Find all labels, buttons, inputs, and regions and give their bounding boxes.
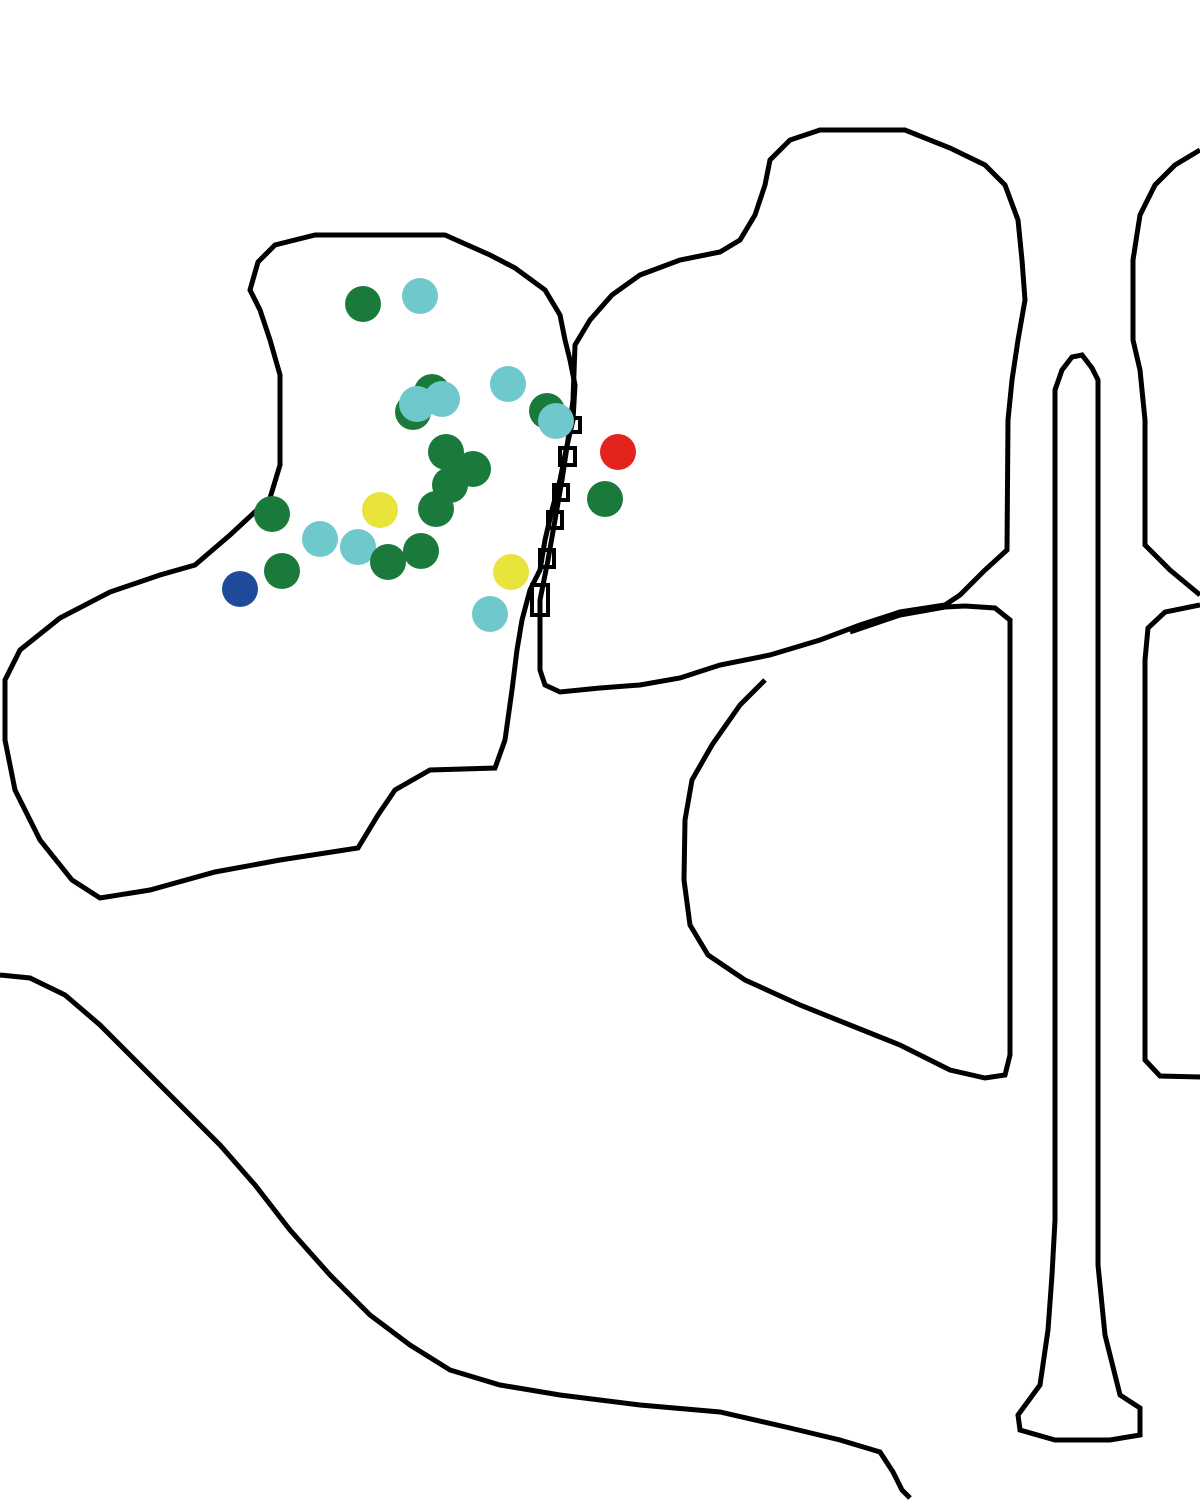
bottom-boundary-outline: [0, 972, 912, 1500]
seam-notches: [530, 416, 582, 617]
dark-green-marker: [345, 286, 381, 322]
dark-green-marker: [254, 496, 290, 532]
marker-layer: [222, 278, 636, 632]
far-right-lobe-outline: [1130, 147, 1200, 597]
light-cyan-marker: [538, 403, 574, 439]
far-right-lower-lobe-outline: [1142, 602, 1200, 1080]
dark-green-marker: [418, 491, 454, 527]
dark-green-marker: [428, 434, 464, 470]
light-cyan-marker: [424, 381, 460, 417]
blue-marker: [222, 571, 258, 607]
red-marker: [600, 434, 636, 470]
column-outline: [1015, 352, 1143, 1443]
dark-green-marker: [264, 553, 300, 589]
light-cyan-marker: [402, 278, 438, 314]
seam-notch: [546, 510, 564, 530]
light-cyan-marker: [472, 596, 508, 632]
dark-green-marker: [370, 544, 406, 580]
seam-notch: [552, 483, 570, 502]
seam-notch: [530, 583, 550, 617]
yellow-marker: [493, 554, 529, 590]
seam-notch: [558, 446, 577, 467]
dark-green-marker: [403, 533, 439, 569]
light-cyan-marker: [302, 521, 338, 557]
upper-right-lobe-outline: [537, 127, 1028, 695]
dark-green-marker: [587, 481, 623, 517]
seam-notch: [538, 548, 556, 569]
light-cyan-marker: [490, 366, 526, 402]
lower-right-lobe-outline: [681, 603, 1013, 1081]
light-cyan-marker: [340, 529, 376, 565]
yellow-marker: [362, 492, 398, 528]
